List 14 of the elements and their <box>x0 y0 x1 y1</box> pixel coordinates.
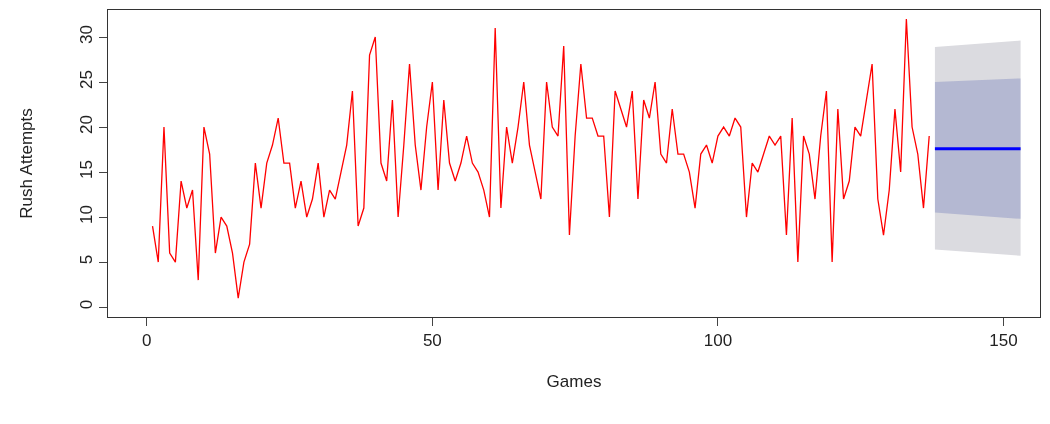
y-tick-label: 5 <box>77 254 97 265</box>
line-series <box>151 18 930 299</box>
y-axis-title: Rush Attempts <box>16 108 36 219</box>
y-tick-label: 30 <box>77 25 97 44</box>
x-tick-label: 150 <box>989 331 1018 351</box>
y-tick-label: 15 <box>77 160 97 179</box>
y-tick-label: 10 <box>77 205 97 224</box>
y-tick-label: 25 <box>77 70 97 89</box>
x-axis-title: Games <box>546 371 602 391</box>
x-tick-label: 100 <box>703 331 733 351</box>
x-tick-label: 50 <box>422 331 442 351</box>
y-tick-label: 20 <box>77 115 97 134</box>
x-tick-label: 0 <box>142 331 152 351</box>
y-tick-label: 0 <box>77 299 97 310</box>
